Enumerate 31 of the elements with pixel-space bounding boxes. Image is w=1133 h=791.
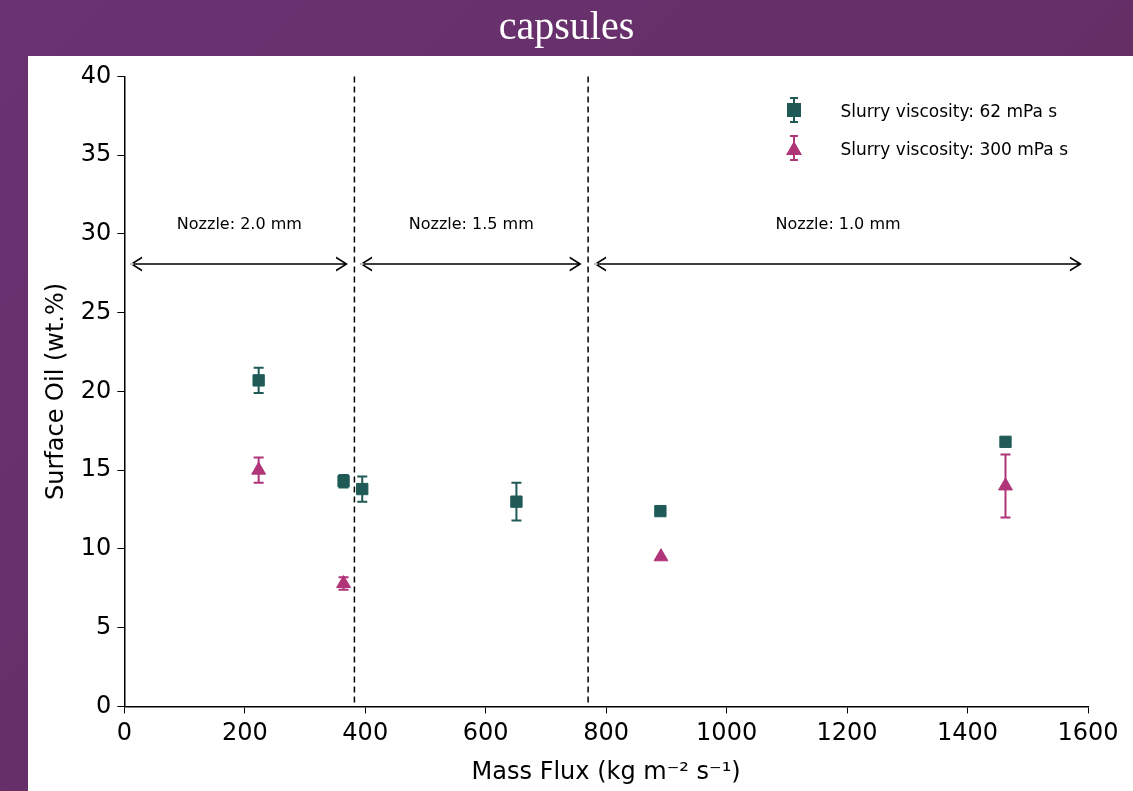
point: [654, 504, 667, 518]
x-tick-label: 1600: [1057, 718, 1119, 747]
y-tick-label: 10: [80, 533, 112, 562]
x-tick-label: 200: [221, 718, 268, 747]
legend-label: Slurry viscosity: 62 mPa s: [840, 101, 1058, 122]
y-tick-label: 20: [80, 375, 112, 404]
y-axis-title: Surface Oil (wt.%): [40, 282, 69, 500]
y-tick-label: 0: [96, 690, 112, 719]
x-tick-label: 400: [342, 718, 389, 747]
x-tick-label: 1200: [816, 718, 878, 747]
chart-title: capsules: [497, 2, 636, 50]
x-axis-title: Mass Flux (kg m⁻² s⁻¹): [471, 756, 741, 785]
point: [252, 374, 265, 387]
x-tick-label: 1000: [696, 718, 758, 747]
y-tick-label: 5: [96, 611, 112, 640]
y-tick-label: 25: [80, 296, 112, 325]
annotation: Nozzle: 1.0 mm: [775, 213, 901, 233]
x-tick-label: 800: [583, 718, 630, 747]
annotation: Nozzle: 1.5 mm: [408, 213, 534, 233]
point: [510, 495, 523, 508]
x-tick-label: 1400: [937, 718, 999, 747]
y-tick-label: 30: [80, 218, 112, 247]
legend-label: Slurry viscosity: 300 mPa s: [840, 139, 1068, 160]
annotation: Nozzle: 2.0 mm: [176, 213, 302, 233]
x-tick-label: 600: [462, 718, 509, 747]
y-tick-label: 40: [80, 60, 112, 89]
x-tick-label: 0: [116, 718, 132, 747]
point: [653, 548, 669, 562]
y-tick-label: 15: [80, 454, 112, 483]
point: [999, 435, 1012, 448]
y-tick-label: 35: [80, 139, 112, 168]
